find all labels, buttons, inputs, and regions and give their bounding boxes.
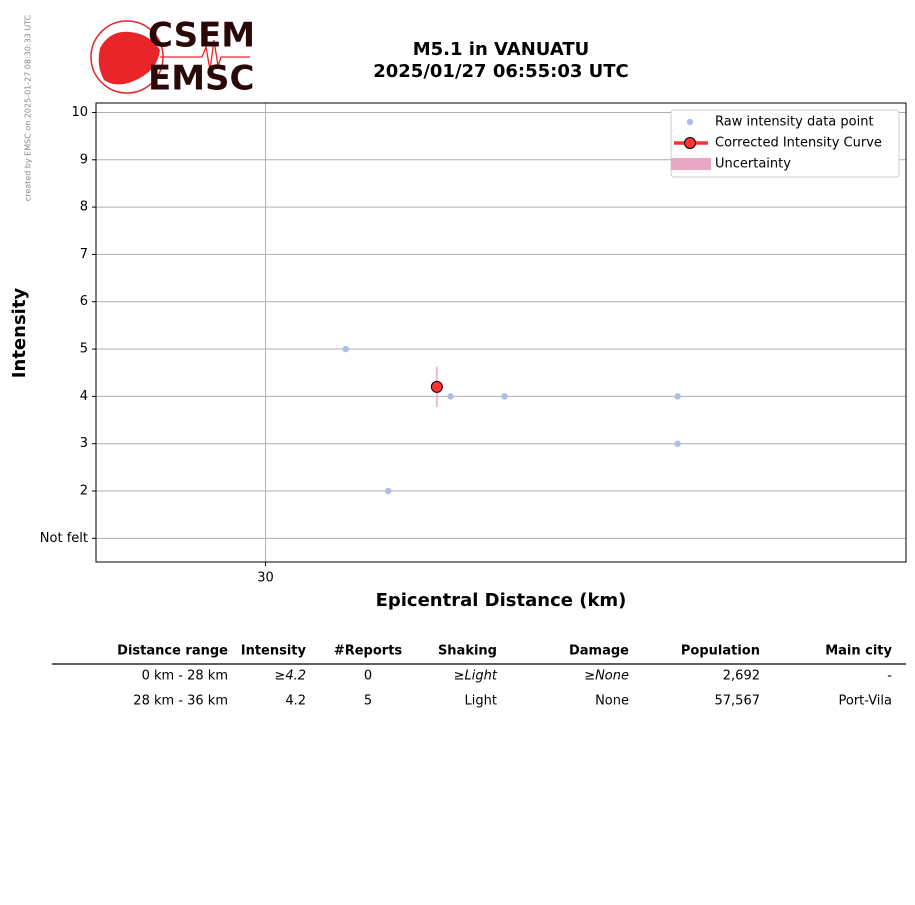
y-tick-label: 4	[80, 389, 88, 404]
table-cell: -	[887, 669, 892, 684]
legend-box	[670, 109, 900, 178]
y-tick-label: 9	[80, 152, 88, 167]
table-header: Population	[681, 644, 760, 659]
legend-marker	[671, 158, 711, 170]
table-header: Intensity	[241, 644, 307, 659]
table-cell: 4.2	[285, 694, 306, 709]
raw-point	[501, 393, 508, 400]
plot-frame	[95, 102, 907, 563]
created-note: created by EMSC on 2025-01-27 08:30:33 U…	[24, 14, 33, 201]
y-tick-label: 2	[80, 484, 88, 499]
table-cell: 0 km - 28 km	[142, 669, 228, 684]
logo: CSEM EMSC	[90, 16, 255, 99]
table-header: Damage	[569, 644, 629, 659]
y-tick-label: 5	[80, 342, 88, 357]
table-cell: 2,692	[723, 669, 760, 684]
table-cell: Light	[465, 694, 497, 709]
legend-label: Corrected Intensity Curve	[715, 136, 882, 151]
chart-title: 2025/01/27 06:55:03 UTC	[373, 61, 629, 82]
y-tick-label: Not felt	[40, 531, 88, 546]
raw-point	[385, 487, 392, 495]
legend-label: Raw intensity data point	[715, 115, 874, 130]
table-cell: 5	[364, 694, 372, 709]
table-cell: ≥4.2	[274, 669, 306, 684]
y-tick-label: 3	[80, 436, 88, 451]
y-tick-label: 8	[80, 200, 88, 215]
x-axis-label: Epicentral Distance (km)	[376, 590, 627, 611]
logo-text: CSEM	[148, 16, 255, 56]
y-axis-label: Intensity	[9, 288, 30, 379]
legend-label: Uncertainty	[715, 157, 791, 172]
corrected-point	[430, 380, 443, 393]
table-cell: ≥Light	[454, 669, 498, 684]
table-header: #Reports	[334, 644, 403, 659]
raw-point	[674, 440, 681, 447]
table-cell: 28 km - 36 km	[133, 694, 228, 709]
table-cell: 57,567	[715, 694, 761, 709]
table-cell: 0	[364, 669, 372, 684]
legend-marker	[686, 118, 694, 126]
chart-title: M5.1 in VANUATU	[413, 39, 590, 60]
y-tick-label: 10	[71, 105, 88, 120]
raw-point	[447, 393, 454, 400]
table-cell: Port-Vila	[839, 694, 893, 709]
raw-point	[342, 345, 349, 353]
y-tick-label: 7	[80, 247, 88, 262]
x-tick-label: 30	[257, 571, 274, 586]
table-header: Shaking	[438, 644, 497, 659]
raw-point	[674, 393, 681, 400]
table-cell: ≥None	[584, 669, 629, 684]
logo-text: EMSC	[148, 59, 255, 99]
y-tick-label: 6	[80, 294, 88, 309]
table-header: Main city	[825, 644, 892, 659]
table-header: Distance range	[117, 644, 228, 659]
table-cell: None	[595, 694, 629, 709]
legend-marker	[684, 137, 696, 149]
